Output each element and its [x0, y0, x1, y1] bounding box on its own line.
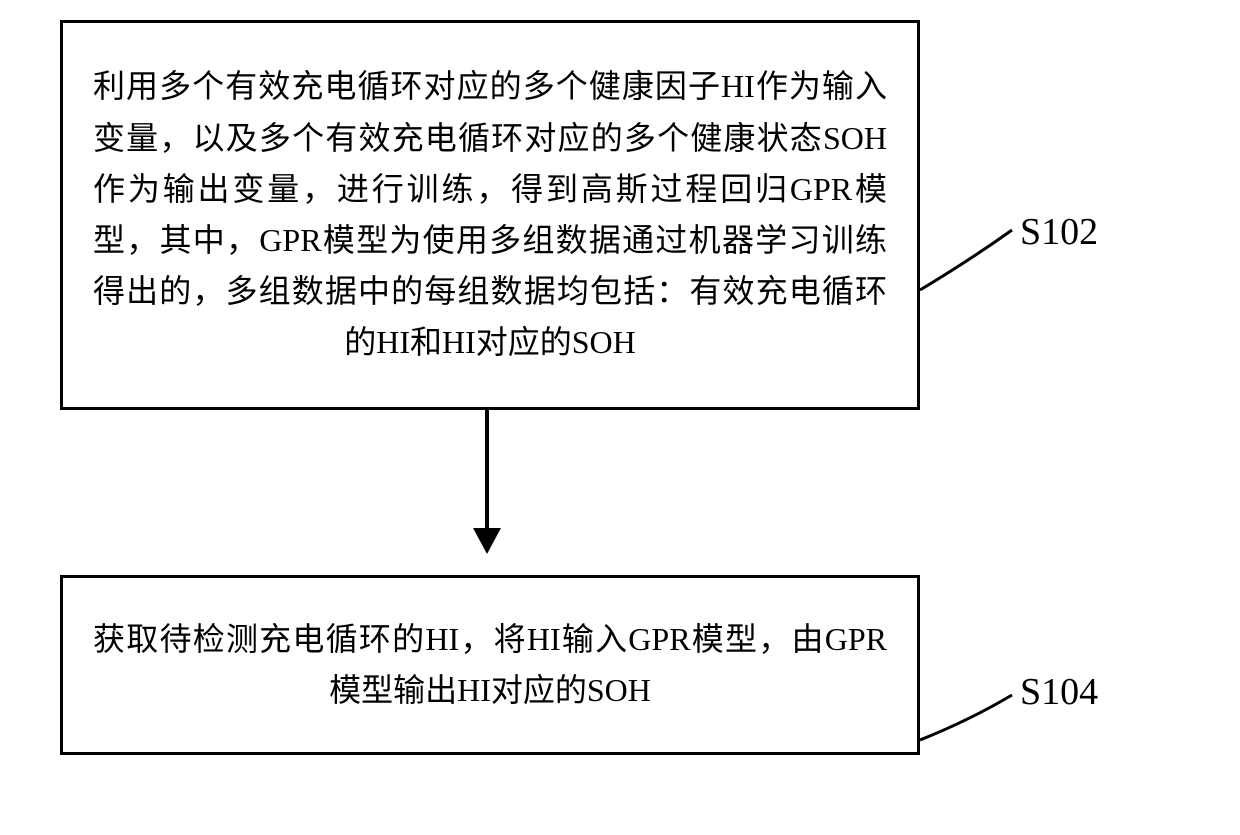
step-label-2: S104: [1020, 670, 1098, 714]
flowchart: 利用多个有效充电循环对应的多个健康因子HI作为输入变量，以及多个有效充电循环对应…: [0, 0, 1240, 835]
